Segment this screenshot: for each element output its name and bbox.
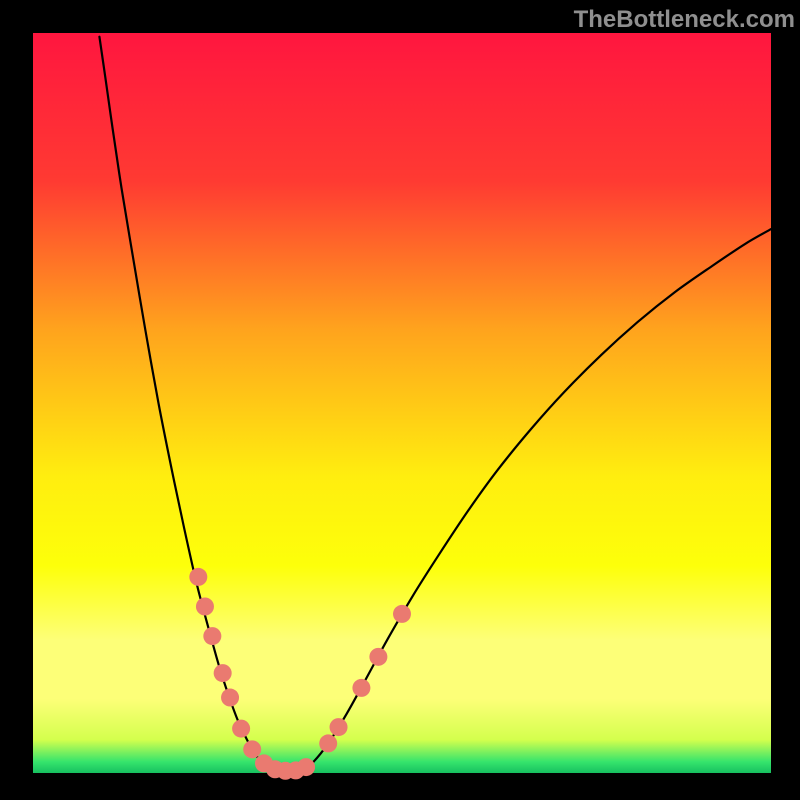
data-marker [196,598,214,616]
data-marker [189,568,207,586]
curve-left-arm [99,37,272,770]
curve-layer [33,33,771,773]
data-marker [297,758,315,776]
curve-right-arm [302,229,771,771]
data-marker [319,734,337,752]
plot-area [33,33,771,773]
data-marker [214,664,232,682]
data-marker [243,740,261,758]
data-marker [221,689,239,707]
data-marker [352,679,370,697]
data-marker [369,648,387,666]
figure-root: TheBottleneck.com [0,0,800,800]
data-marker [203,627,221,645]
data-marker [232,720,250,738]
attribution-text: TheBottleneck.com [574,6,795,34]
data-marker [330,718,348,736]
data-marker [393,605,411,623]
